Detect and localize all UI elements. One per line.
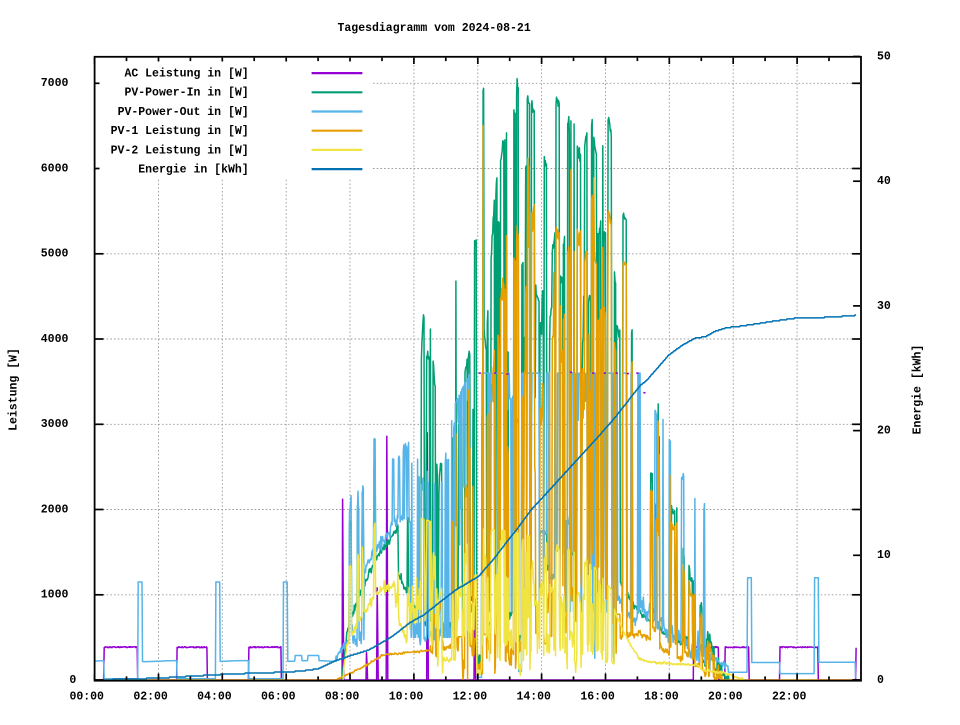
svg-text:02:00: 02:00: [133, 691, 168, 704]
svg-text:1000: 1000: [41, 589, 69, 602]
svg-text:PV-Power-In in [W]: PV-Power-In in [W]: [124, 87, 248, 100]
svg-text:30: 30: [877, 300, 891, 313]
svg-text:20: 20: [877, 425, 891, 438]
svg-text:00:00: 00:00: [69, 691, 104, 704]
svg-text:40: 40: [877, 175, 891, 188]
svg-text:Energie in [kWh]: Energie in [kWh]: [138, 164, 248, 177]
svg-text:0: 0: [69, 674, 76, 687]
svg-text:14:00: 14:00: [516, 691, 551, 704]
svg-text:2000: 2000: [41, 503, 69, 516]
svg-text:3000: 3000: [41, 418, 69, 431]
svg-text:08:00: 08:00: [325, 691, 360, 704]
svg-text:PV-Power-Out in [W]: PV-Power-Out in [W]: [118, 106, 249, 119]
svg-text:10: 10: [877, 549, 891, 562]
svg-text:10:00: 10:00: [389, 691, 424, 704]
svg-text:Tagesdiagramm vom 2024-08-21: Tagesdiagramm vom 2024-08-21: [338, 22, 531, 35]
svg-text:18:00: 18:00: [644, 691, 679, 704]
svg-text:Leistung [W]: Leistung [W]: [8, 348, 21, 431]
svg-text:6000: 6000: [41, 162, 69, 175]
svg-text:04:00: 04:00: [197, 691, 232, 704]
svg-text:Energie [kWh]: Energie [kWh]: [912, 345, 925, 435]
svg-text:5000: 5000: [41, 248, 69, 261]
svg-text:7000: 7000: [41, 77, 69, 90]
svg-text:20:00: 20:00: [708, 691, 743, 704]
svg-text:PV-2 Leistung in [W]: PV-2 Leistung in [W]: [111, 144, 249, 157]
svg-text:50: 50: [877, 50, 891, 63]
svg-text:06:00: 06:00: [261, 691, 296, 704]
svg-text:0: 0: [877, 674, 884, 687]
svg-text:PV-1 Leistung in [W]: PV-1 Leistung in [W]: [111, 125, 249, 138]
svg-text:22:00: 22:00: [772, 691, 807, 704]
svg-text:12:00: 12:00: [453, 691, 488, 704]
svg-text:4000: 4000: [41, 333, 69, 346]
svg-text:AC Leistung in [W]: AC Leistung in [W]: [124, 68, 248, 81]
svg-text:16:00: 16:00: [580, 691, 615, 704]
